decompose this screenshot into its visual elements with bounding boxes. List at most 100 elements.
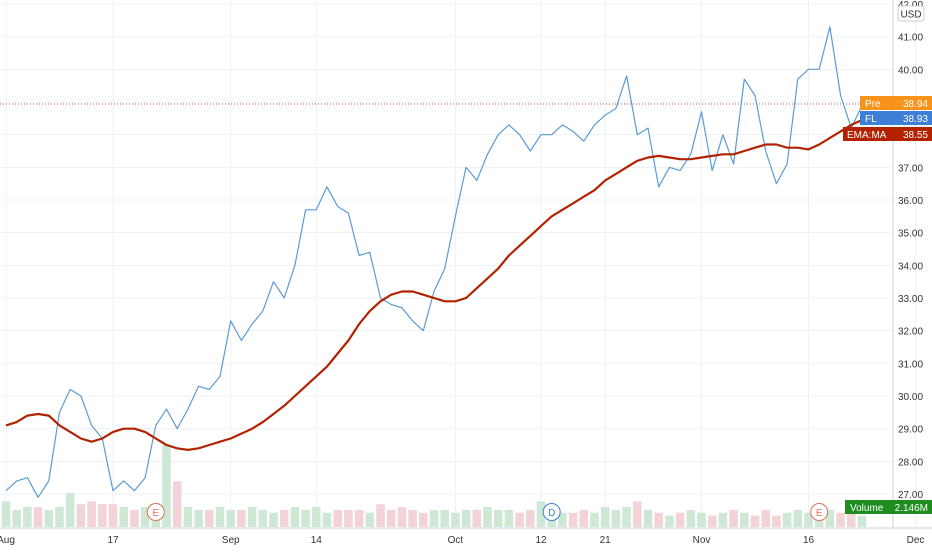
volume-bar xyxy=(633,501,642,527)
ema-tag-value: 38.55 xyxy=(903,130,928,141)
ema-price-tag: EMA:MA 38.55 xyxy=(843,127,932,141)
volume-bar xyxy=(526,509,535,527)
volume-bar xyxy=(782,512,792,527)
pre-tag-label: Pre xyxy=(865,99,881,110)
price-tick-label: 41.00 xyxy=(898,33,923,44)
volume-bars xyxy=(1,444,867,527)
volume-bar xyxy=(772,515,781,527)
volume-bar xyxy=(76,504,86,527)
earnings-marker xyxy=(146,503,165,521)
currency-label: USD xyxy=(900,10,921,21)
volume-bar xyxy=(622,507,631,527)
volume-bar xyxy=(376,504,385,527)
volume-bar xyxy=(493,509,503,527)
time-tick-label: Oct xyxy=(448,535,464,546)
volume-bar xyxy=(579,509,589,527)
volume-bar xyxy=(440,509,449,527)
volume-bar xyxy=(397,507,407,527)
volume-bar xyxy=(23,507,32,527)
volume-bar xyxy=(643,509,653,527)
ema-tag-label: EMA:MA xyxy=(847,130,887,141)
volume-bar xyxy=(472,509,482,527)
volume-bar xyxy=(568,512,578,527)
price-tick-label: 35.00 xyxy=(898,229,923,240)
volume-bar xyxy=(536,501,546,527)
volume-bar xyxy=(408,509,417,527)
volume-bar xyxy=(697,512,706,527)
time-tick-label: 17 xyxy=(107,535,119,546)
volume-bar xyxy=(162,444,171,527)
price-axis[interactable]: 27.00 28.00 29.00 30.00 31.00 32.00 33.00 34.00… xyxy=(898,0,923,501)
volume-bar xyxy=(226,509,235,527)
volume-bar xyxy=(194,509,203,527)
volume-bar xyxy=(429,509,439,527)
pre-tag-value: 38.94 xyxy=(903,99,928,110)
volume-bar xyxy=(301,509,310,527)
time-tick-label: 21 xyxy=(600,535,612,546)
volume-bar xyxy=(847,509,856,527)
earnings-marker-label: E xyxy=(816,508,823,519)
volume-bar xyxy=(483,507,492,527)
volume-bar xyxy=(611,509,621,527)
volume-bar xyxy=(172,481,182,527)
dividend-marker-label: D xyxy=(548,508,555,519)
volume-bar xyxy=(119,507,128,527)
time-tick-label: Dec xyxy=(907,535,925,546)
volume-bar xyxy=(55,507,64,527)
volume-bar xyxy=(600,507,610,527)
volume-bar xyxy=(237,509,246,527)
volume-bar xyxy=(419,512,428,527)
price-tick-label: 34.00 xyxy=(898,261,923,272)
volume-bar xyxy=(750,515,760,527)
volume-bar xyxy=(322,512,332,527)
price-tick-label: 40.00 xyxy=(898,65,923,76)
volume-bar xyxy=(279,509,289,527)
dividend-marker xyxy=(542,503,561,521)
price-tick-label: 28.00 xyxy=(898,457,923,468)
pre-market-tag: Pre 38.94 xyxy=(860,96,932,110)
volume-bar xyxy=(686,509,696,527)
volume-bar xyxy=(654,512,663,527)
volume-bar xyxy=(33,507,43,527)
volume-bar xyxy=(65,492,75,527)
time-tick-label: 12 xyxy=(535,535,547,546)
earnings-marker xyxy=(810,503,829,521)
volume-bar xyxy=(504,509,514,527)
volume-bar xyxy=(1,501,11,527)
price-tick-label: 36.00 xyxy=(898,196,923,207)
event-markers: E ED xyxy=(146,503,829,521)
volume-bar xyxy=(675,512,685,527)
volume-bar xyxy=(247,507,257,527)
volume-bar xyxy=(44,509,54,527)
time-tick-label: 16 xyxy=(803,535,815,546)
volume-bar xyxy=(108,504,118,527)
volume-bar xyxy=(718,512,728,527)
volume-bar xyxy=(857,515,867,527)
price-tags: Pre 38.94 FL 38.93 EMA:MA 38.55 Volume 2… xyxy=(843,96,932,514)
volume-tag: Volume 2.146M xyxy=(845,500,932,514)
volume-bar xyxy=(804,512,813,527)
volume-bar xyxy=(87,501,96,527)
volume-bar xyxy=(215,507,225,527)
price-tick-label: 32.00 xyxy=(898,327,923,338)
price-tick-label: 31.00 xyxy=(898,359,923,370)
volume-bar xyxy=(183,507,193,527)
volume-bar xyxy=(451,512,460,527)
currency-badge: USD xyxy=(897,5,925,22)
volume-bar xyxy=(333,509,342,527)
fl-tag-label: FL xyxy=(865,114,877,125)
fl-price-line xyxy=(5,26,863,498)
time-tick-label: Sep xyxy=(222,535,240,546)
price-tick-label: 27.00 xyxy=(898,490,923,501)
volume-bar xyxy=(269,512,278,527)
volume-bar xyxy=(290,507,300,527)
price-tick-label: 29.00 xyxy=(898,425,923,436)
volume-bar xyxy=(354,509,364,527)
volume-bar xyxy=(558,512,567,527)
time-axis[interactable]: Aug 17 Sep 14 Oct 12 21 Nov 16 Dec xyxy=(0,535,924,546)
volume-bar xyxy=(312,507,321,527)
earnings-marker-label: E xyxy=(152,508,159,519)
